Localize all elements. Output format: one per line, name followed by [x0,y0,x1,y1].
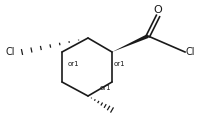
Text: or1: or1 [100,85,112,91]
Text: Cl: Cl [5,47,14,57]
Text: or1: or1 [68,61,80,67]
Text: O: O [154,5,162,15]
Polygon shape [112,34,149,52]
Text: Cl: Cl [186,47,195,57]
Text: or1: or1 [114,61,126,67]
